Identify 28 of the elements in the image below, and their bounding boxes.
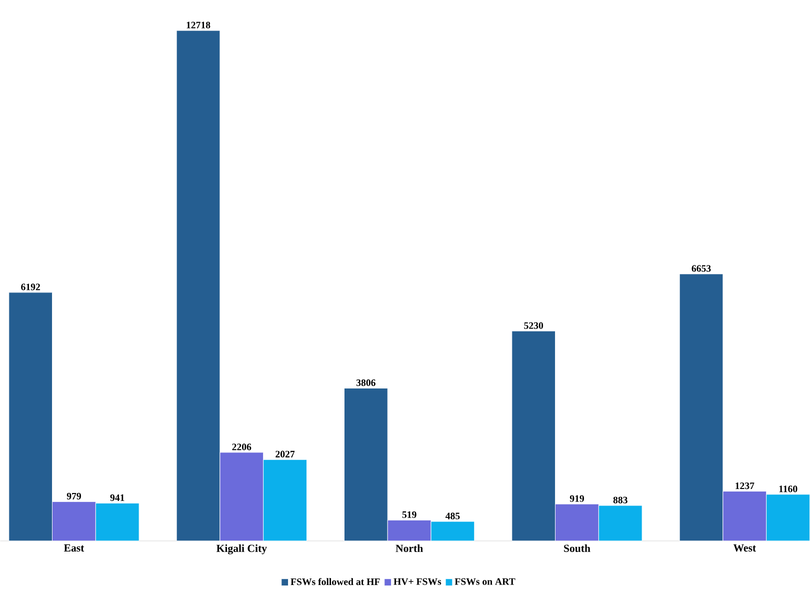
- bar: [598, 505, 642, 542]
- data-label: 12718: [186, 22, 210, 28]
- data-label: 2027: [276, 450, 295, 458]
- data-label: 3806: [356, 379, 376, 386]
- x-tick-label: West: [733, 544, 756, 552]
- x-tick-label: Kigali City: [216, 544, 267, 554]
- data-label: 919: [570, 495, 584, 502]
- data-label: 5230: [524, 322, 544, 329]
- bar: [430, 521, 475, 542]
- bar: [263, 459, 307, 542]
- data-label: 883: [613, 496, 628, 504]
- data-label: 2206: [232, 444, 252, 450]
- legend-label: FSWs followed at HF: [290, 578, 380, 586]
- legend-label: FSWs on ART: [454, 578, 516, 585]
- x-tick-label: East: [64, 544, 84, 552]
- x-tick-label: North: [396, 544, 423, 552]
- data-label: 979: [66, 492, 81, 500]
- data-label: 6653: [692, 265, 711, 272]
- data-label: 941: [110, 494, 124, 501]
- data-label: 485: [445, 512, 460, 520]
- bar: [95, 502, 140, 542]
- data-label: 1160: [779, 486, 798, 492]
- x-tick-label: South: [564, 544, 590, 552]
- data-label: 519: [402, 511, 416, 518]
- bar: [766, 494, 810, 542]
- data-label: 1237: [736, 482, 754, 490]
- data-label: 6192: [21, 284, 40, 290]
- legend-label: HV+ FSWs: [394, 578, 442, 585]
